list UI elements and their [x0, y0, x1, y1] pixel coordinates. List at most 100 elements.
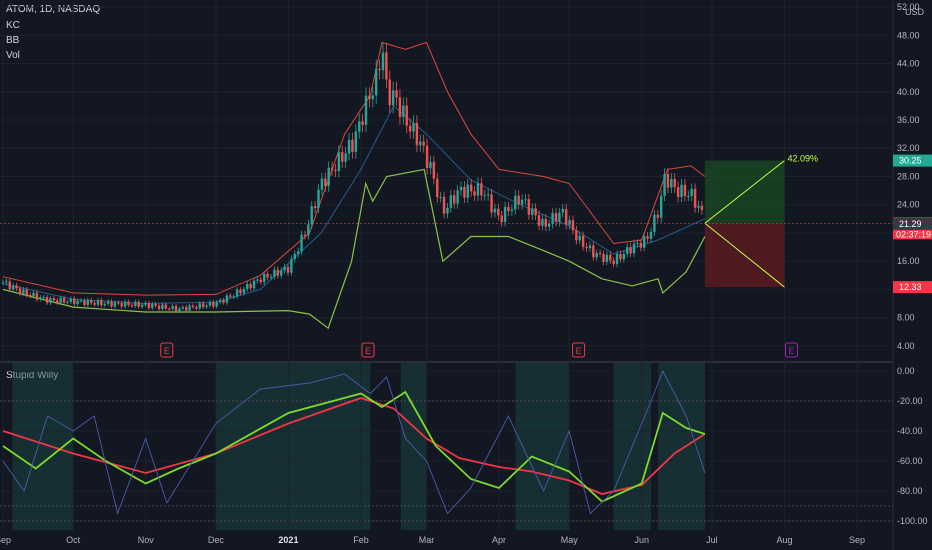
price-label-box	[893, 217, 932, 230]
candle-body	[646, 236, 649, 239]
candle-body	[548, 223, 551, 227]
candle-body	[93, 302, 96, 305]
candle-body	[643, 236, 646, 248]
candle-body	[364, 95, 368, 125]
candle-body	[208, 301, 212, 306]
bollinger-lower-line	[2, 168, 706, 330]
candle-body	[507, 206, 510, 212]
candle-body	[256, 279, 259, 281]
candle-body	[191, 305, 195, 307]
candle-body	[327, 167, 330, 186]
price-tick-label: 32.00	[897, 143, 920, 153]
candle-body	[205, 305, 208, 308]
candle-body	[263, 273, 266, 283]
candle-body	[246, 283, 249, 289]
price-tick-label: 40.00	[897, 87, 920, 97]
stop-arrow	[704, 222, 785, 288]
candle-body	[632, 243, 636, 254]
candle-body	[106, 301, 110, 304]
earnings-label: E	[164, 346, 170, 356]
candle-body	[96, 300, 100, 305]
legend-bb[interactable]: BB	[6, 35, 20, 46]
candle-body	[273, 269, 276, 277]
candle-body	[541, 218, 544, 226]
price-tick-label: 24.00	[897, 200, 920, 210]
candle-body	[527, 199, 531, 215]
candle-body	[361, 121, 364, 125]
candle-body	[307, 224, 310, 236]
candle-body	[486, 194, 490, 196]
candle-body	[605, 254, 609, 262]
candle-body	[283, 266, 286, 271]
candle-body	[137, 301, 140, 307]
candle-body	[59, 297, 62, 303]
candle-body	[151, 304, 154, 309]
candle-body	[571, 220, 575, 231]
candle-body	[473, 191, 476, 196]
candle-body	[347, 139, 351, 154]
candle-body	[419, 141, 422, 146]
candle-body	[670, 178, 673, 188]
candle-body	[25, 289, 28, 295]
candle-body	[140, 304, 144, 307]
time-tick-label: Oct	[66, 535, 81, 545]
candle-body	[564, 208, 568, 225]
candle-body	[130, 305, 134, 307]
candle-body	[123, 301, 127, 307]
candle-body	[636, 243, 639, 245]
candle-body	[656, 214, 659, 218]
currency-label: USD	[905, 7, 925, 17]
candle-body	[697, 205, 700, 208]
candle-body	[313, 206, 317, 209]
candle-body	[86, 300, 90, 305]
symbol-legend[interactable]: ATOM, 1D, NASDAQ	[6, 4, 101, 15]
candle-body	[185, 306, 188, 311]
candle-body	[534, 208, 537, 216]
candle-body	[35, 292, 39, 300]
candle-body	[469, 184, 473, 192]
candle-body	[561, 208, 564, 213]
candle-body	[117, 302, 120, 304]
candle-body	[134, 301, 137, 306]
candle-body	[398, 97, 402, 117]
candle-body	[653, 214, 656, 232]
candle-body	[110, 301, 113, 307]
candle-body	[503, 206, 507, 222]
candle-body	[524, 199, 527, 201]
price-label-box	[893, 154, 932, 167]
candle-body	[436, 178, 439, 198]
gain-label: 42.09%	[787, 154, 818, 164]
target-arrow	[704, 160, 785, 224]
candle-body	[537, 215, 541, 226]
candle-body	[425, 145, 429, 169]
price-label-box	[893, 281, 932, 294]
candle-body	[595, 253, 598, 258]
candle-body	[588, 245, 592, 249]
legend-kc[interactable]: KC	[6, 20, 20, 31]
candle-body	[649, 231, 653, 239]
candle-body	[174, 305, 178, 312]
candle-body	[330, 167, 334, 170]
candle-body	[663, 174, 666, 196]
candle-body	[520, 199, 524, 205]
candle-body	[344, 153, 347, 162]
candle-body	[466, 184, 469, 198]
time-tick-label: Aug	[776, 535, 792, 545]
candle-body	[232, 296, 235, 298]
candle-body	[66, 301, 69, 303]
legend-vol[interactable]: Vol	[6, 50, 20, 61]
indicator-series-1	[2, 390, 706, 503]
candle-body	[578, 235, 581, 241]
candle-body	[544, 218, 548, 227]
price-label: 12.33	[899, 282, 922, 292]
earnings-marker	[572, 342, 586, 358]
candle-body	[354, 131, 358, 152]
candle-body	[320, 178, 324, 190]
candle-body	[22, 289, 25, 294]
indicator-title[interactable]: Stupid Willy	[6, 370, 59, 381]
time-tick-label: Sep	[0, 535, 11, 545]
candle-body	[439, 197, 442, 199]
candle-body	[171, 305, 174, 310]
candle-body	[69, 298, 73, 302]
